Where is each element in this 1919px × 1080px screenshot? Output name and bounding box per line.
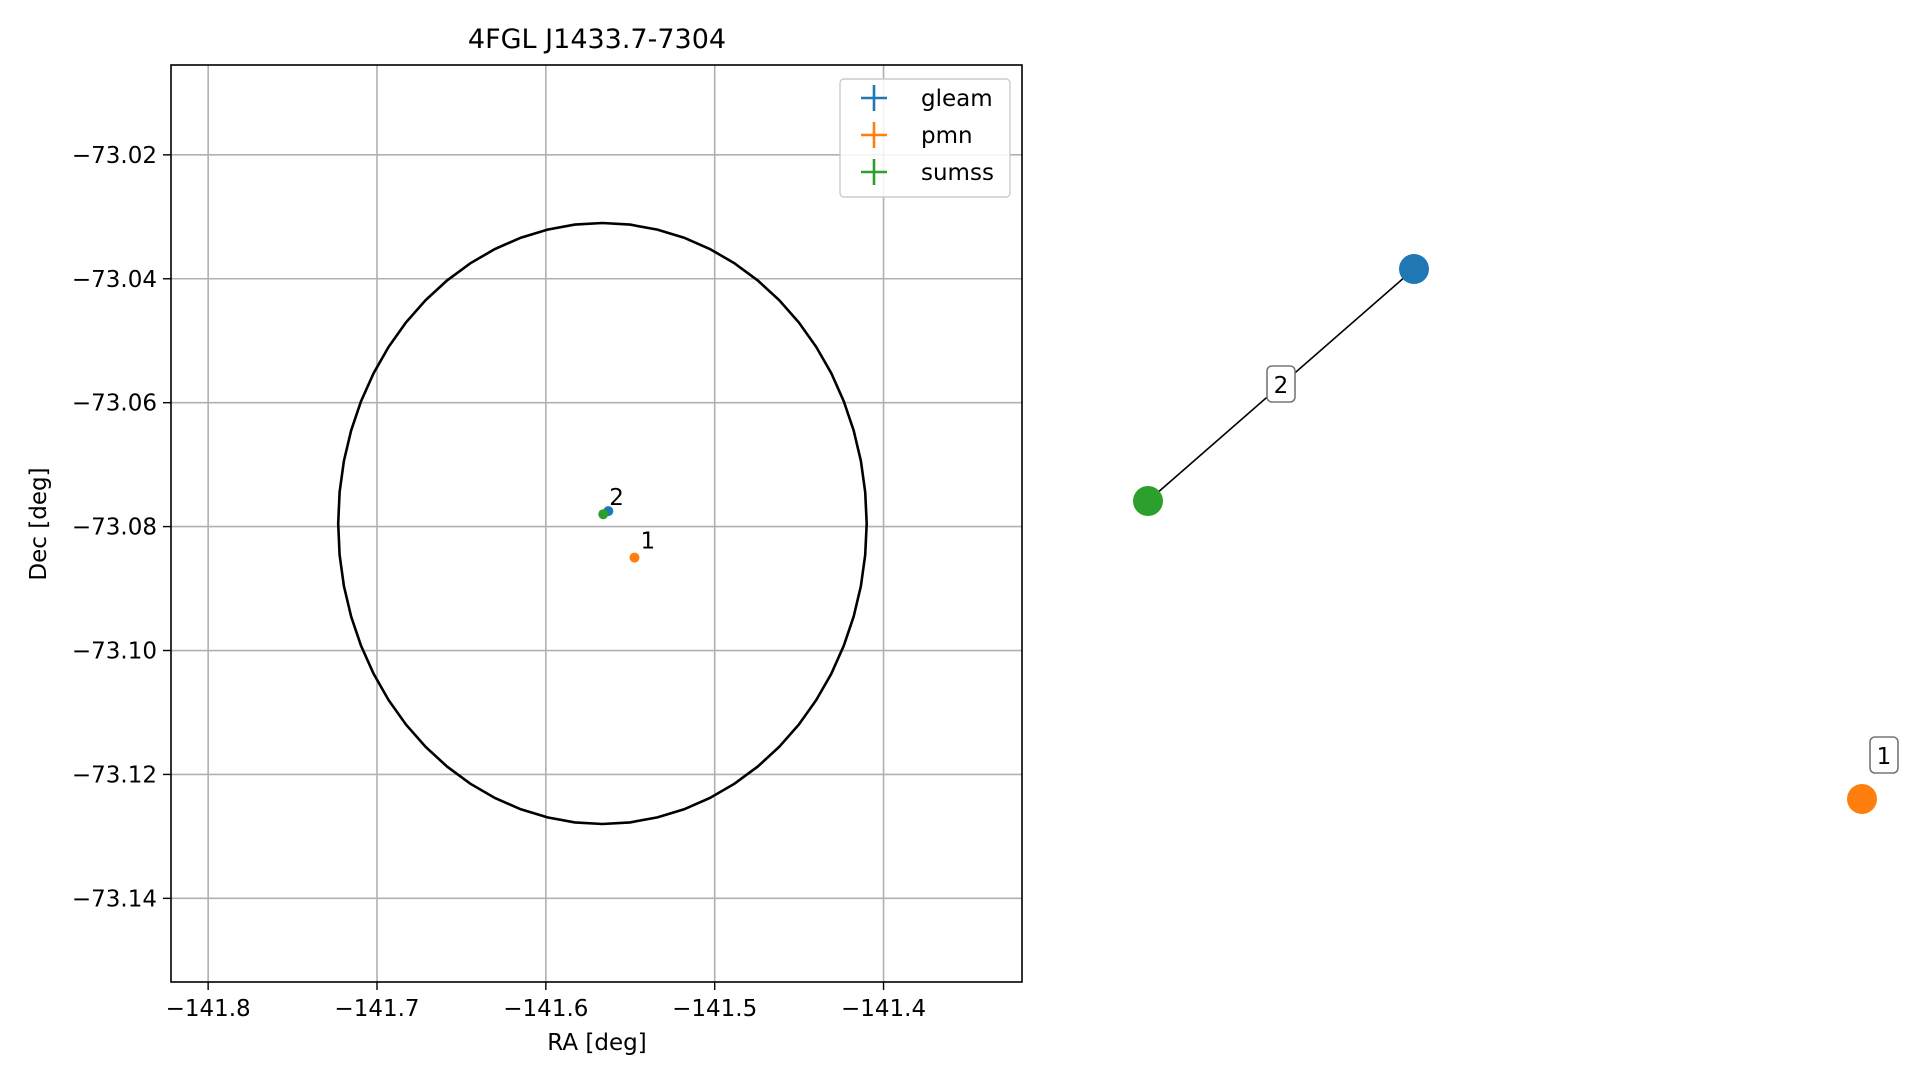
y-tick-label: −73.04 bbox=[72, 267, 157, 293]
network-node-sumss bbox=[1133, 486, 1163, 516]
legend: gleam pmn sumss bbox=[839, 78, 1011, 198]
network-node-gleam bbox=[1399, 254, 1429, 284]
x-axis-ticks: −141.8 −141.7 −141.6 −141.5 −141.4 bbox=[166, 982, 926, 1022]
points-layer: 12 bbox=[598, 485, 655, 563]
node-label: 1 bbox=[1877, 744, 1892, 770]
y-tick-label: −73.08 bbox=[72, 515, 157, 541]
data-point-sumss bbox=[598, 509, 609, 520]
data-point-pmn bbox=[629, 552, 640, 563]
y-tick-label: −73.06 bbox=[72, 391, 157, 417]
chart-title: 4FGL J1433.7-7304 bbox=[468, 24, 726, 55]
scatter-panel: 4FGL J1433.7-7304 12 −141.8 −141.7 −141.6−… bbox=[26, 24, 1023, 1056]
x-tick-label: −141.5 bbox=[672, 996, 757, 1022]
legend-box bbox=[839, 78, 1011, 198]
node-label-box bbox=[1869, 736, 1899, 774]
x-axis-label: RA [deg] bbox=[547, 1030, 646, 1056]
edge-label: 2 bbox=[1274, 373, 1289, 399]
nodes-layer bbox=[1133, 254, 1877, 814]
x-tick-label: −141.8 bbox=[166, 996, 251, 1022]
grid-layer bbox=[171, 65, 1022, 982]
y-tick-label: −73.14 bbox=[72, 886, 157, 912]
network-panel: 21 bbox=[1133, 254, 1899, 814]
x-tick-label: −141.6 bbox=[503, 996, 588, 1022]
y-axis-label: Dec [deg] bbox=[26, 467, 52, 580]
legend-label-pmn: pmn bbox=[921, 123, 973, 149]
error-ellipse bbox=[336, 221, 868, 826]
point-label: 2 bbox=[609, 485, 624, 511]
x-tick-label: −141.7 bbox=[334, 996, 419, 1022]
plot-frame bbox=[170, 64, 1023, 983]
y-tick-label: −73.10 bbox=[72, 639, 157, 665]
network-node-pmn bbox=[1847, 784, 1877, 814]
y-tick-label: −73.02 bbox=[72, 143, 157, 169]
y-axis-ticks: −73.02 −73.04 −73.06 −73.08 −73.10 −73.12 −73.… bbox=[72, 143, 171, 912]
point-label: 1 bbox=[640, 529, 655, 555]
edge-label-box bbox=[1266, 365, 1296, 403]
legend-label-gleam: gleam bbox=[921, 86, 993, 112]
ellipse-layer bbox=[336, 221, 868, 826]
y-tick-label: −73.12 bbox=[72, 762, 157, 788]
x-tick-label: −141.4 bbox=[841, 996, 926, 1022]
network-labels-layer: 21 bbox=[1266, 365, 1899, 774]
legend-items: gleam pmn sumss bbox=[861, 85, 994, 186]
legend-label-sumss: sumss bbox=[921, 160, 994, 186]
